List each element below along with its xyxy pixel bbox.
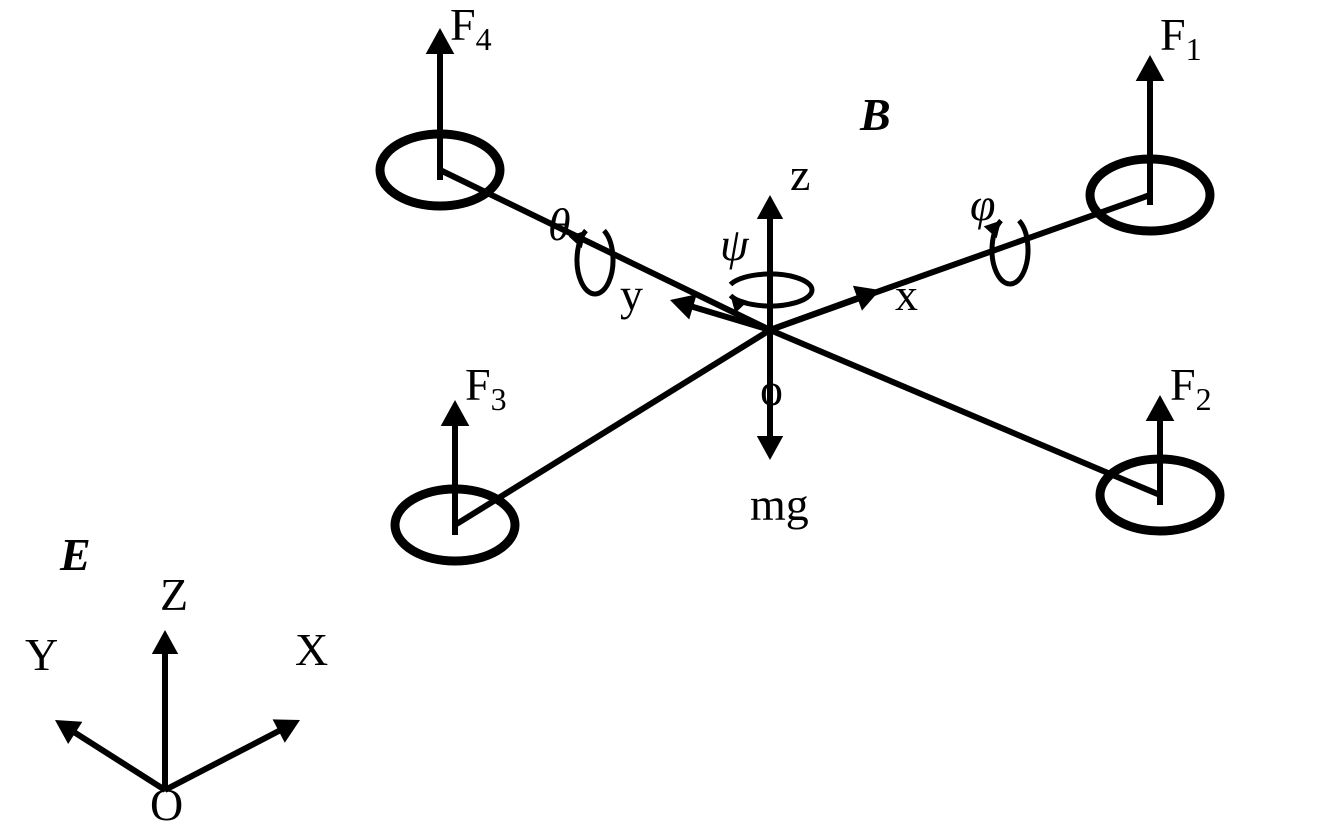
earth-y-label: Y — [25, 629, 58, 680]
gravity-label: mg — [750, 479, 809, 530]
psi-label: ψ — [720, 219, 750, 270]
force-label-3: F3 — [465, 359, 507, 417]
force-label-1: F1 — [1160, 9, 1202, 67]
theta-label: θ — [548, 199, 571, 250]
axis-z-label: z — [790, 149, 810, 200]
force-arrow-4 — [426, 28, 455, 180]
axis-x-label: x — [895, 269, 918, 320]
force-arrow-3 — [441, 400, 470, 535]
force-arrow-1 — [1136, 55, 1165, 205]
body-origin-label: o — [760, 364, 783, 415]
axis-y-label: y — [620, 269, 643, 320]
phi-label: φ — [970, 179, 995, 230]
force-label-4: F4 — [450, 0, 492, 57]
force-label-2: F2 — [1170, 359, 1212, 417]
earth-frame-label: E — [59, 529, 91, 580]
earth-origin-label: O — [150, 779, 183, 830]
earth-z-label: Z — [160, 569, 188, 620]
earth-x-label: X — [295, 624, 328, 675]
body-frame-label: B — [859, 89, 891, 140]
